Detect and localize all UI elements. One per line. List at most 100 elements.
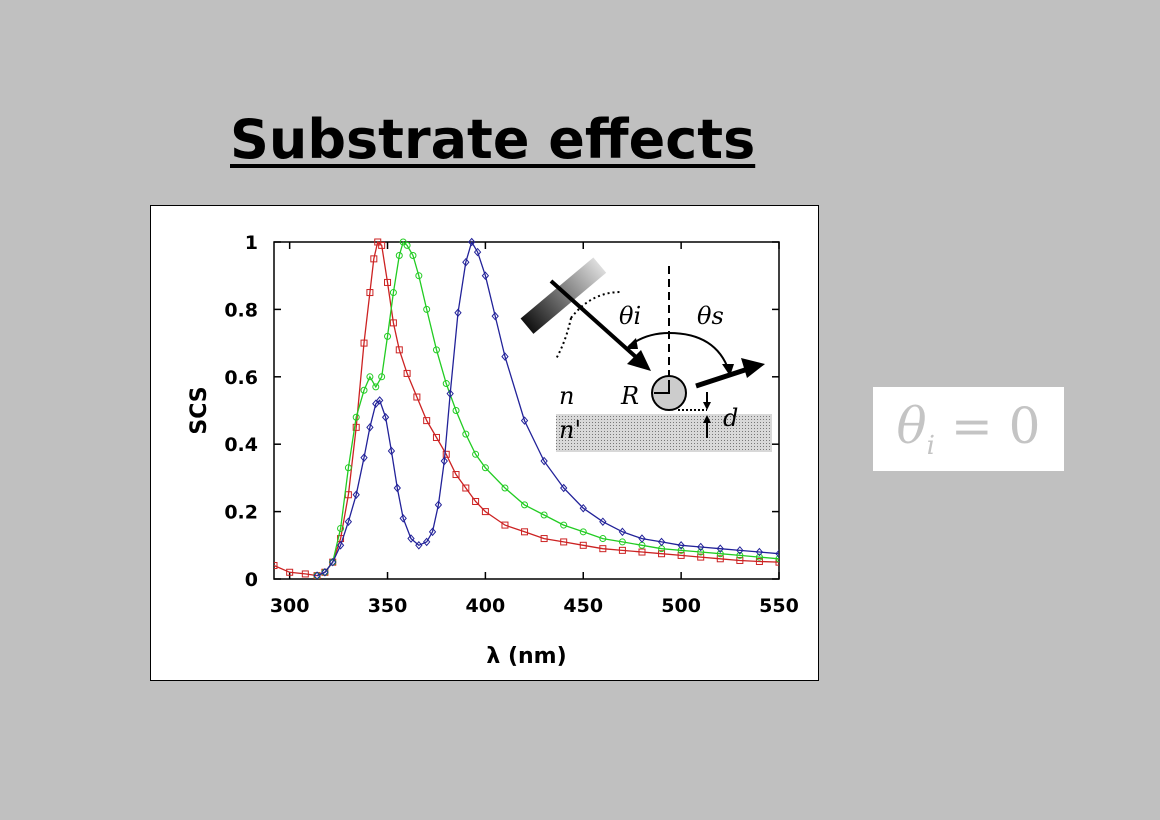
n-label: n [559,382,574,410]
series-1-point [360,339,368,347]
series-2-point [423,305,431,313]
series-3-point [415,541,423,550]
series-3-point [473,247,482,257]
series-3-point [434,500,443,510]
series-1-point [658,550,666,558]
series-1-point [638,548,646,556]
series-1-point [403,369,411,377]
series-3-point [440,456,448,466]
series-2-point [372,383,380,391]
series-3-point [407,534,415,543]
formula-box: θi = 0 [873,387,1064,471]
series-1-point [521,528,529,536]
series-2-point [521,501,529,509]
series-3-point [376,396,384,405]
series-2-point [755,553,763,561]
series-3 [313,237,779,579]
series-1-point [677,551,685,559]
series-2-point [716,550,724,558]
series-2-point [472,450,480,458]
series-3-point [716,544,724,553]
series-2-point [697,548,705,556]
wavefront-curve-lower [555,317,572,360]
series-3-point [366,423,374,432]
series-1-point [560,538,568,546]
series-1-point [755,557,763,565]
series-2-point [384,332,392,340]
series-1-point [697,553,705,561]
series-3-point [657,537,666,547]
series-3-point [638,534,646,543]
series-1-point [442,450,450,458]
series-2-point [337,524,345,532]
y-axis-title: SCS [187,386,212,434]
chart-panel: 300 350 400 450 500 550 0 0.2 0.4 0.6 0.8 1 λ (nm) SC… [150,205,819,681]
series-3-point [454,308,462,318]
series-2-point [442,380,450,388]
series-2-point [560,521,568,529]
series-3-point [423,537,431,547]
series-2-point [352,413,360,421]
series-1-point [395,346,403,354]
series-2-point [677,546,685,554]
series-3-point [775,549,779,558]
series-3-point [399,514,407,523]
y-tick-label: 1 [245,232,258,254]
series-3-point [491,311,499,321]
geometry-inset-diagram: θi θs n R n' d [520,257,772,452]
series-2-point [775,555,779,563]
x-tick-label: 350 [368,595,408,617]
series-3-point [755,547,764,557]
series-3-point [329,557,337,567]
x-tick-label: 300 [270,595,310,617]
series-1-point [301,570,309,578]
series-3-point [393,483,401,493]
series-2-point [403,241,411,249]
series-2-point [452,407,460,414]
series-3-point [336,541,345,550]
series-2-point [599,535,607,543]
series-1-point [352,423,360,431]
series-2-point [344,464,352,472]
series-1-point [462,484,470,492]
series-1 [274,238,779,579]
gap-arrowhead-up [703,415,711,423]
series-3-point [599,517,607,526]
series-3-point [352,490,360,500]
series-2-point [579,528,587,536]
formula-relation: = 0 [950,397,1041,455]
series-3-point [468,237,476,247]
series-3-point [579,503,587,513]
series-2-point [389,289,397,297]
series-2-point [736,551,744,559]
series-1-point [540,535,548,543]
series-2-point [481,464,489,472]
series-3-point [697,542,705,552]
formula-subscript: i [926,431,935,461]
x-tick-label: 400 [466,595,506,617]
series-3-point [344,517,353,526]
series-2-point [366,373,374,381]
series-2-point [360,386,368,394]
series-1-point [423,417,431,425]
series-2-point [618,538,626,546]
x-tick-label: 500 [661,595,701,617]
series-1-point [599,545,607,553]
theta-i-arc-head [625,338,638,349]
series-1-point [501,521,509,529]
theta-s-arc [668,332,730,372]
substrate-region [556,414,772,452]
series-1-point [366,289,374,297]
series-1-point [378,241,386,249]
y-tick-label: 0.8 [224,299,258,321]
scs-chart: 300 350 400 450 500 550 0 0.2 0.4 0.6 0.8 1 λ (nm) SC… [187,232,799,669]
series-3-point [313,571,321,579]
x-axis-title: λ (nm) [486,644,566,669]
series-1-point [716,555,724,563]
series-3-point [677,541,685,550]
series-1-point [370,255,378,263]
incident-arrow [549,279,648,368]
series-3-point [736,546,744,555]
scattered-arrowhead [741,358,765,378]
series-1-point [432,433,440,441]
